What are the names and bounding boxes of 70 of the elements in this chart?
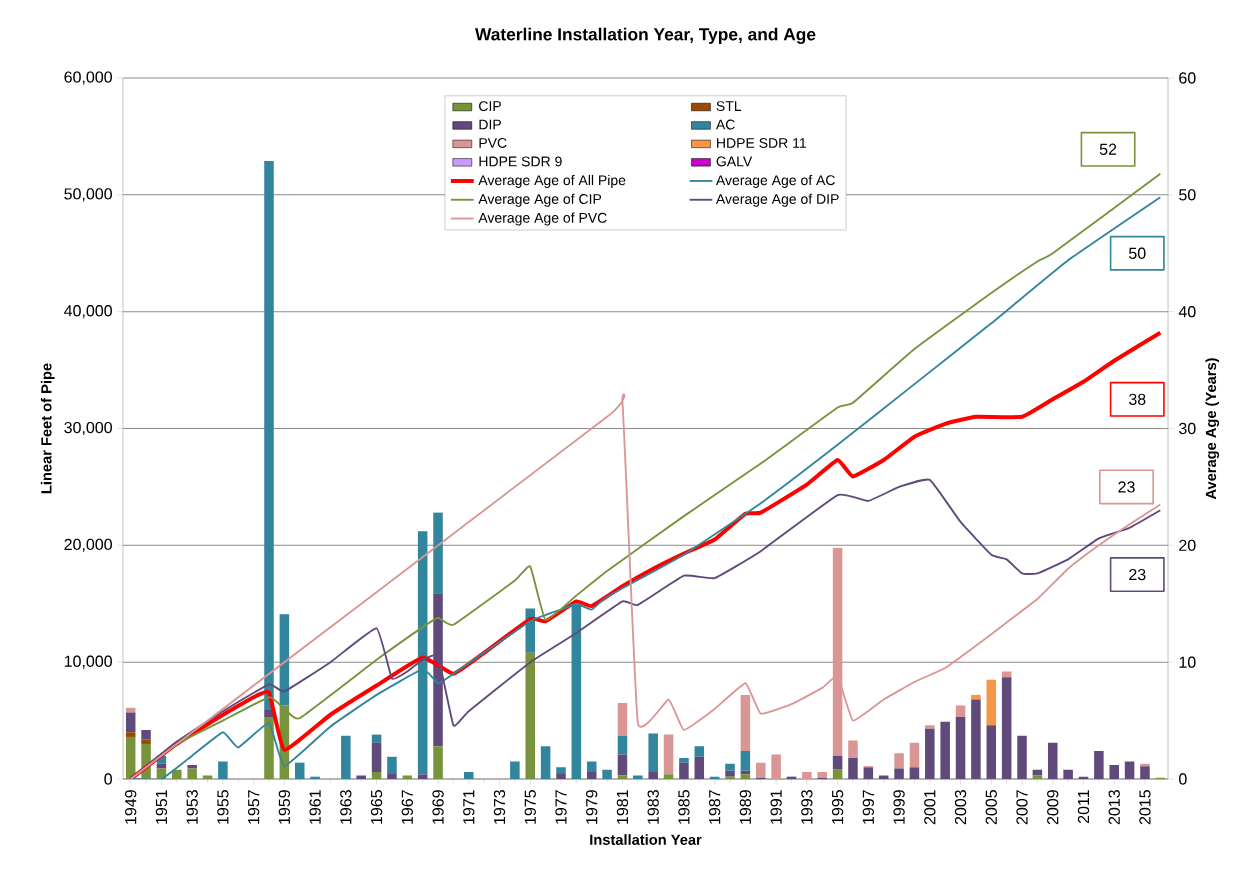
y2-tick-label: 60 [1179, 72, 1196, 84]
x-tick-label: 2009 [1047, 790, 1059, 825]
y-tick-label: 60,000 [64, 71, 112, 85]
x-tick-label: 1981 [616, 790, 629, 824]
y2-tick-label: 40 [1178, 306, 1196, 318]
x-tick-label: 1989 [739, 790, 752, 824]
y-tick-label: 0 [104, 773, 112, 785]
x-tick-label: 1961 [309, 790, 321, 824]
y2-tick-label: 10 [1179, 656, 1196, 668]
y-tick-label: 20,000 [64, 538, 112, 552]
x-tick-label: 1979 [586, 790, 598, 824]
y-tick-label: 40,000 [64, 305, 112, 319]
x-tick-label: 1983 [647, 790, 659, 824]
x-tick-label: 1975 [524, 790, 536, 824]
x-tick-label: 1963 [340, 790, 352, 824]
x-tick-label: 2001 [924, 790, 936, 825]
annotation: 50 [1129, 247, 1146, 259]
x-tick-label: 1977 [555, 790, 567, 824]
x-tick-label: 2011 [1077, 790, 1090, 824]
x-tick-label: 1991 [770, 790, 782, 824]
legend-label: PVC [479, 138, 507, 148]
x-tick-label: 1985 [678, 790, 690, 824]
y-tick-label: 10,000 [64, 655, 112, 669]
legend-label: HDPE SDR 9 [479, 156, 562, 167]
legend-label: Average Age of All Pipe [478, 174, 626, 188]
y-tick-label: 50,000 [64, 188, 112, 202]
y-axis-title: Linear Feet of Pipe [40, 363, 55, 494]
x-tick-label: 2003 [954, 790, 967, 825]
x-axis-title: Installation Year [590, 834, 702, 845]
x-tick-label: 1955 [217, 790, 229, 824]
x-tick-label: 1995 [831, 790, 844, 824]
x-tick-label: 1959 [278, 790, 291, 824]
legend-label: STL [716, 101, 742, 112]
x-tick-label: 2007 [1016, 790, 1028, 825]
annotation: 23 [1129, 568, 1146, 581]
y2-tick-label: 30 [1179, 422, 1196, 435]
annotation: 23 [1118, 481, 1135, 493]
legend-label: CIP [479, 101, 501, 112]
legend-label: HDPE SDR 11 [717, 138, 806, 148]
legend-label: Average Age of CIP [478, 193, 602, 207]
x-tick-label: 1953 [186, 790, 198, 824]
x-tick-label: 1949 [125, 790, 137, 824]
legend-label: Average Age of AC [715, 174, 835, 188]
x-tick-label: 1987 [709, 790, 721, 824]
x-tick-label: 1971 [463, 790, 475, 824]
x-tick-label: 1999 [893, 790, 905, 824]
x-tick-label: 1973 [493, 790, 506, 824]
x-tick-label: 1993 [801, 790, 813, 824]
x-tick-label: 1969 [432, 790, 444, 824]
x-tick-label: 1965 [370, 790, 383, 824]
legend-label: Average Age of DIP [715, 193, 839, 207]
y-tick-label: 30,000 [64, 421, 112, 436]
annotation: 38 [1128, 393, 1146, 405]
x-tick-label: 2005 [985, 790, 997, 825]
y2-tick-label: 50 [1179, 189, 1196, 201]
y2-tick-label: 0 [1179, 773, 1187, 785]
x-tick-label: 1967 [401, 790, 413, 824]
legend-label: AC [715, 119, 735, 130]
y2-tick-label: 20 [1179, 539, 1196, 551]
annotation: 52 [1099, 143, 1117, 155]
x-tick-label: 2013 [1108, 790, 1120, 825]
legend-label: Average Age of PVC [478, 212, 607, 226]
legend-label: DIP [479, 119, 501, 130]
x-tick-label: 1951 [155, 790, 168, 824]
chart-title: Waterline Installation Year, Type, and Age [475, 27, 816, 44]
x-tick-label: 2015 [1139, 790, 1151, 825]
legend-label: GALV [716, 156, 753, 167]
x-tick-label: 1957 [247, 790, 260, 824]
y2-axis-title: Average Age (Years) [1205, 358, 1220, 500]
x-tick-label: 1997 [862, 790, 874, 824]
